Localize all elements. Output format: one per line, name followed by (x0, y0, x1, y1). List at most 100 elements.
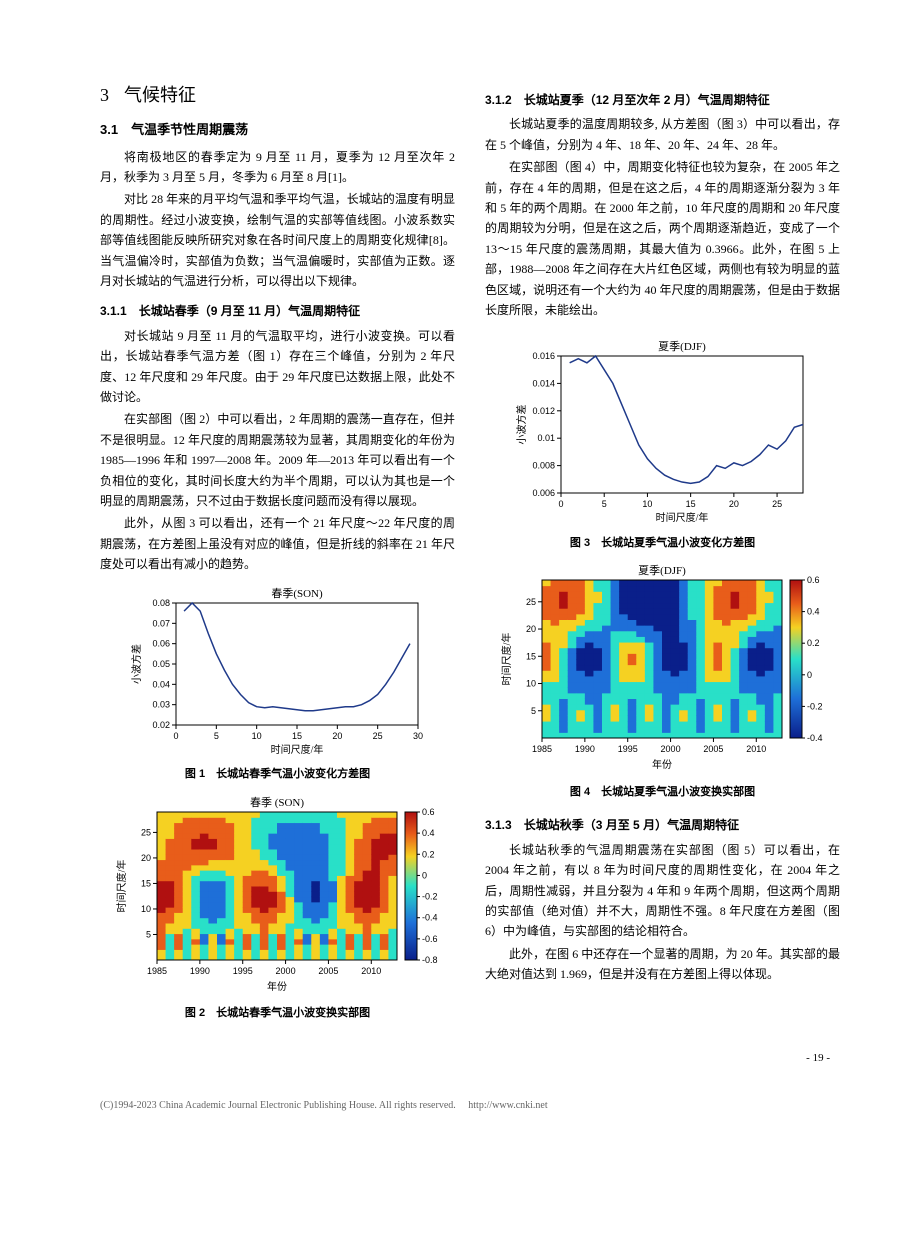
fig3-chart: 夏季(DJF)05101520250.0060.0080.010.0120.01… (513, 338, 813, 523)
svg-text:春季 (SON): 春季 (SON) (249, 796, 303, 809)
sub312-p1: 长城站夏季的温度周期较多, 从方差图（图 3）中可以看出，存在 5 个峰值，分别… (485, 114, 840, 155)
svg-text:0.06: 0.06 (152, 638, 170, 648)
figure-2: 春季 (SON)19851990199520002005201051015202… (100, 794, 455, 1023)
sub31-num: 3.1 (100, 122, 118, 137)
svg-text:2010: 2010 (746, 744, 766, 754)
svg-text:0.05: 0.05 (152, 659, 170, 669)
figure-3: 夏季(DJF)05101520250.0060.0080.010.0120.01… (485, 338, 840, 552)
page-number: - 19 - (100, 1049, 840, 1068)
svg-text:10: 10 (642, 499, 652, 509)
sub312-title: 长城站夏季（12 月至次年 2 月）气温周期特征 (524, 93, 770, 107)
svg-text:年份: 年份 (652, 758, 672, 771)
svg-text:15: 15 (291, 731, 301, 741)
sub311-p3: 此外，从图 3 可以看出，还有一个 21 年尺度～22 年尺度的周期震荡，在方差… (100, 513, 455, 574)
svg-text:时间尺度/年: 时间尺度/年 (500, 633, 513, 686)
svg-text:小波方差: 小波方差 (515, 405, 528, 445)
sub311-num: 3.1.1 (100, 304, 127, 318)
svg-text:5: 5 (145, 929, 150, 939)
svg-text:时间尺度/年: 时间尺度/年 (270, 743, 323, 755)
fig4-chart: 夏季(DJF)198519901995200020052010510152025… (498, 562, 828, 772)
svg-text:2010: 2010 (361, 966, 381, 976)
sub31-p1: 将南极地区的春季定为 9 月至 11 月，夏季为 12 月至次年 2 月，秋季为… (100, 147, 455, 188)
sub313-p2: 此外，在图 6 中还存在一个显著的周期，为 20 年。其实部的最大绝对值达到 1… (485, 944, 840, 985)
sub313-heading: 3.1.3 长城站秋季（3 月至 5 月）气温周期特征 (485, 815, 840, 835)
svg-text:10: 10 (140, 904, 150, 914)
sub311-title: 长城站春季（9 月至 11 月）气温周期特征 (139, 304, 360, 318)
svg-text:20: 20 (525, 624, 535, 634)
sub31-heading: 3.1 气温季节性周期震荡 (100, 119, 455, 141)
sub312-heading: 3.1.2 长城站夏季（12 月至次年 2 月）气温周期特征 (485, 90, 840, 110)
fig1-chart: 春季(SON)0510152025300.020.030.040.050.060… (128, 585, 428, 755)
svg-text:0.2: 0.2 (807, 639, 820, 649)
svg-text:25: 25 (372, 731, 382, 741)
svg-text:春季(SON): 春季(SON) (271, 587, 323, 600)
sub313-num: 3.1.3 (485, 818, 512, 832)
sub313-title: 长城站秋季（3 月至 5 月）气温周期特征 (524, 818, 739, 832)
svg-text:25: 25 (140, 827, 150, 837)
svg-text:2005: 2005 (703, 744, 723, 754)
svg-text:15: 15 (140, 878, 150, 888)
figure-4: 夏季(DJF)198519901995200020052010510152025… (485, 562, 840, 801)
svg-text:0.012: 0.012 (532, 406, 555, 416)
section-heading: 3 气候特征 (100, 80, 455, 111)
svg-text:2000: 2000 (660, 744, 680, 754)
svg-text:5: 5 (601, 499, 606, 509)
svg-text:0.07: 0.07 (152, 618, 170, 628)
svg-text:1995: 1995 (617, 744, 637, 754)
svg-text:夏季(DJF): 夏季(DJF) (658, 340, 706, 353)
svg-text:年份: 年份 (267, 980, 287, 993)
svg-text:5: 5 (530, 706, 535, 716)
sub31-p2: 对比 28 年来的月平均气温和季平均气温，长城站的温度有明显的周期性。经过小波变… (100, 189, 455, 291)
svg-text:-0.4: -0.4 (422, 912, 438, 922)
fig2-caption: 图 2 长城站春季气温小波变换实部图 (100, 1004, 455, 1023)
section-num: 3 (100, 85, 109, 105)
fig3-caption: 图 3 长城站夏季气温小波变化方差图 (485, 534, 840, 553)
svg-text:0.03: 0.03 (152, 699, 170, 709)
svg-text:0: 0 (558, 499, 563, 509)
figure-1: 春季(SON)0510152025300.020.030.040.050.060… (100, 585, 455, 784)
svg-text:0.2: 0.2 (422, 849, 435, 859)
sub313-p1: 长城站秋季的气温周期震荡在实部图（图 5）可以看出，在 2004 年之前，有以 … (485, 840, 840, 942)
section-title: 气候特征 (124, 85, 196, 105)
svg-text:5: 5 (213, 731, 218, 741)
svg-text:-0.2: -0.2 (807, 702, 823, 712)
svg-text:0: 0 (173, 731, 178, 741)
svg-text:0.6: 0.6 (422, 807, 435, 817)
svg-text:时间尺度/年: 时间尺度/年 (115, 859, 128, 912)
svg-text:0.6: 0.6 (807, 575, 820, 585)
svg-text:-0.2: -0.2 (422, 891, 438, 901)
svg-text:0.006: 0.006 (532, 488, 555, 498)
svg-text:0.4: 0.4 (807, 607, 820, 617)
svg-text:小波方差: 小波方差 (130, 644, 143, 684)
svg-text:2000: 2000 (275, 966, 295, 976)
sub31-title: 气温季节性周期震荡 (131, 122, 248, 137)
svg-text:-0.6: -0.6 (422, 933, 438, 943)
fig2-chart: 春季 (SON)19851990199520002005201051015202… (113, 794, 443, 994)
svg-text:10: 10 (251, 731, 261, 741)
svg-text:10: 10 (525, 679, 535, 689)
footer-text: (C)1994-2023 China Academic Journal Elec… (100, 1100, 456, 1111)
svg-text:15: 15 (685, 499, 695, 509)
sub311-heading: 3.1.1 长城站春季（9 月至 11 月）气温周期特征 (100, 301, 455, 321)
svg-text:夏季(DJF): 夏季(DJF) (638, 564, 686, 577)
svg-text:20: 20 (140, 853, 150, 863)
footer-link[interactable]: http://www.cnki.net (468, 1100, 547, 1111)
fig1-caption: 图 1 长城站春季气温小波变化方差图 (100, 765, 455, 784)
svg-text:1990: 1990 (574, 744, 594, 754)
svg-text:0.08: 0.08 (152, 598, 170, 608)
svg-text:1985: 1985 (531, 744, 551, 754)
svg-text:1985: 1985 (146, 966, 166, 976)
svg-text:时间尺度/年: 时间尺度/年 (655, 511, 708, 523)
svg-text:20: 20 (728, 499, 738, 509)
svg-text:1995: 1995 (232, 966, 252, 976)
sub311-p1: 对长城站 9 月至 11 月的气温取平均，进行小波变换。可以看出，长城站春季气温… (100, 326, 455, 408)
svg-text:0.016: 0.016 (532, 351, 555, 361)
svg-text:0.01: 0.01 (537, 433, 555, 443)
svg-text:30: 30 (412, 731, 422, 741)
svg-text:0: 0 (422, 870, 427, 880)
sub312-num: 3.1.2 (485, 93, 512, 107)
svg-text:0.02: 0.02 (152, 720, 170, 730)
fig4-caption: 图 4 长城站夏季气温小波变换实部图 (485, 783, 840, 802)
svg-text:0.4: 0.4 (422, 828, 435, 838)
sub311-p2: 在实部图（图 2）中可以看出，2 年周期的震荡一直存在，但并不是很明显。12 年… (100, 409, 455, 511)
